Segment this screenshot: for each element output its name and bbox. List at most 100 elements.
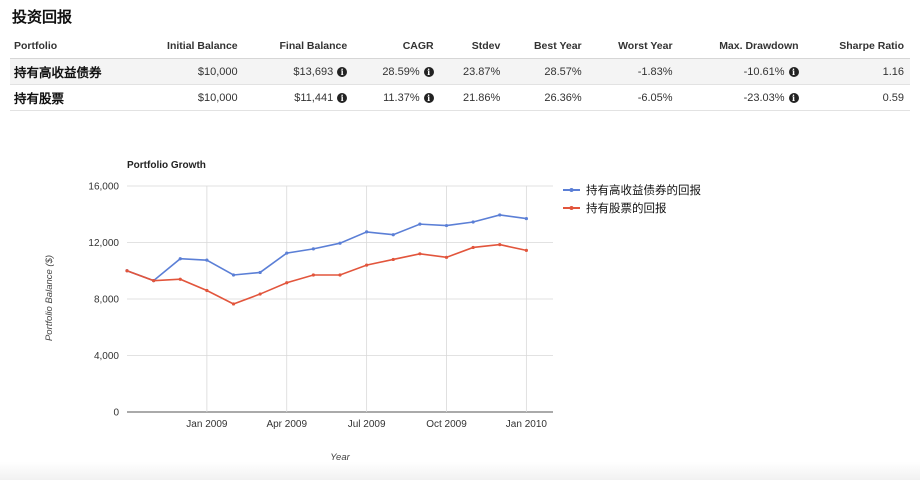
data-point (444, 223, 449, 228)
max-drawdown-value: -10.61% (743, 65, 785, 78)
data-point (365, 263, 369, 267)
chart-grid (127, 185, 553, 413)
data-point (498, 243, 502, 247)
sharpe-ratio: 0.59 (804, 84, 910, 111)
data-point (338, 241, 342, 245)
x-tick-label: Jul 2009 (348, 419, 386, 430)
initial-balance: $10,000 (130, 84, 244, 111)
y-tick-label: 12,000 (88, 238, 119, 249)
data-point (311, 273, 315, 277)
cagr-value: 28.59% (382, 65, 420, 78)
data-point (205, 288, 209, 293)
chart-series (125, 213, 528, 306)
max-drawdown-value: -23.03% (743, 91, 785, 104)
col-max-drawdown: Max. Drawdown (719, 40, 799, 52)
data-point (524, 248, 528, 252)
y-tick-label: 16,000 (88, 182, 119, 193)
data-point (285, 281, 289, 285)
portfolio-name: 持有高收益债券 (10, 58, 130, 85)
final-balance: $13,693 i (243, 58, 354, 85)
data-point (231, 273, 236, 277)
legend-label: 持有股票的回报 (586, 201, 667, 215)
best-year: 28.57% (506, 58, 588, 85)
final-balance: $11,441 i (243, 84, 354, 111)
col-worst-year: Worst Year (618, 40, 673, 52)
info-icon[interactable]: i (788, 66, 799, 77)
stdev: 21.86% (439, 84, 507, 111)
table-row: 持有股票 $10,000 $11,441 i 11.37% i 21.86% 26.… (10, 84, 910, 111)
x-tick-label: Apr 2009 (266, 419, 307, 430)
col-final-balance: Final Balance (279, 40, 348, 52)
y-tick-label: 0 (113, 408, 119, 419)
data-point (285, 251, 289, 255)
x-tick-label: Jan 2009 (186, 419, 228, 430)
final-balance-value: $11,441 (294, 91, 334, 104)
cagr-value: 11.37% (383, 91, 420, 104)
portfolio-name: 持有股票 (10, 84, 130, 111)
data-point (524, 216, 528, 221)
data-point (311, 247, 315, 251)
col-sharpe-ratio: Sharpe Ratio (839, 40, 904, 52)
legend-label: 持有高收益债券的回报 (586, 183, 701, 197)
col-stdev: Stdev (471, 40, 501, 52)
initial-balance: $10,000 (130, 58, 244, 85)
y-axis-label: Portfolio Balance ($) (44, 255, 55, 341)
y-tick-label: 4,000 (94, 351, 119, 362)
portfolio-stats-table: Portfolio Initial Balance Final Balance … (10, 37, 910, 111)
data-point (498, 213, 502, 217)
data-point (205, 258, 209, 262)
data-point (338, 273, 342, 277)
series-line (126, 243, 527, 305)
data-point (231, 302, 236, 306)
final-balance-value: $13,693 (293, 65, 334, 78)
data-point (471, 245, 475, 250)
worst-year: -1.83% (587, 58, 679, 85)
footer-shade (0, 462, 920, 480)
data-point (471, 220, 475, 224)
info-icon[interactable]: i (788, 92, 799, 103)
max-drawdown: -10.61% i (678, 58, 805, 85)
portfolio-growth-chart: Portfolio Growth 0 4,000 8,000 12,000 16,000… (0, 150, 920, 480)
stdev: 23.87% (439, 58, 507, 85)
cagr: 11.37% i (353, 84, 440, 111)
y-axis-ticks: 0 4,000 8,000 12,000 16,000 (88, 182, 119, 419)
data-point (152, 279, 156, 283)
data-point (418, 252, 422, 256)
x-tick-label: Jan 2010 (506, 419, 548, 430)
data-point (444, 255, 449, 259)
info-icon[interactable]: i (337, 92, 348, 103)
x-tick-label: Oct 2009 (426, 419, 467, 430)
info-icon[interactable]: i (423, 92, 434, 103)
data-point (391, 233, 395, 237)
info-icon[interactable]: i (337, 66, 348, 77)
y-tick-label: 8,000 (94, 295, 119, 306)
sharpe-ratio: 1.16 (804, 58, 910, 85)
series-line (126, 214, 527, 282)
x-axis-ticks: Jan 2009 Apr 2009 Jul 2009 Oct 2009 Jan 2010 (186, 419, 547, 430)
data-point (125, 269, 129, 273)
legend-marker (569, 206, 574, 210)
data-point (258, 270, 262, 275)
col-portfolio: Portfolio (14, 40, 58, 52)
table-header-row: Portfolio Initial Balance Final Balance … (10, 37, 910, 59)
data-point (258, 292, 262, 296)
data-point (365, 230, 369, 234)
table-row: 持有高收益债券 $10,000 $13,693 i 28.59% i 23.87% … (10, 58, 910, 85)
cagr: 28.59% i (353, 58, 440, 85)
col-initial-balance: Initial Balance (167, 40, 238, 52)
info-icon[interactable]: i (423, 66, 434, 77)
max-drawdown: -23.03% i (678, 84, 805, 111)
data-point (178, 277, 182, 281)
col-cagr: CAGR (402, 40, 434, 52)
col-best-year: Best Year (533, 40, 582, 52)
page-title: 投资回报 (12, 8, 73, 26)
best-year: 26.36% (506, 84, 588, 111)
data-point (391, 257, 395, 262)
data-point (418, 222, 422, 226)
x-axis-label: Year (330, 452, 350, 463)
chart-svg: Portfolio Growth 0 4,000 8,000 12,000 16,000… (44, 160, 701, 463)
chart-title: Portfolio Growth (127, 160, 206, 171)
data-point (178, 257, 182, 261)
worst-year: -6.05% (587, 84, 679, 111)
